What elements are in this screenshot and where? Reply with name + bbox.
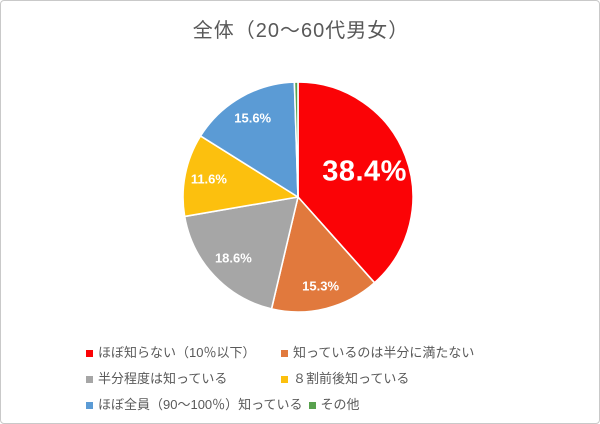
legend-item-almost-all: ほぼ全員（90〜100％）知っている xyxy=(86,397,303,413)
pie-slice-0 xyxy=(297,81,414,284)
green-swatch-icon xyxy=(308,401,316,409)
pie-slice-5 xyxy=(293,81,299,198)
legend-row-1: ほぼ知らない（10％以下） 知っているのは半分に満たない xyxy=(86,345,474,361)
pie-slice-1 xyxy=(270,196,376,313)
legend-item-about-eighty: ８割前後知っている xyxy=(281,371,409,387)
pie-chart: 38.4% 15.3% 18.6% 11.6% 15.6% xyxy=(182,81,414,313)
legend-item-almost-unknown: ほぼ知らない（10％以下） xyxy=(86,345,281,361)
legend-row-2: 半分程度は知っている ８割前後知っている xyxy=(86,371,409,387)
chart-title: 全体（20〜60代男女） xyxy=(192,20,410,42)
yellow-swatch-icon xyxy=(281,375,288,383)
pie-slice-3 xyxy=(182,135,299,218)
legend-item-other: その他 xyxy=(308,397,360,413)
pie-slice-2 xyxy=(183,196,299,310)
gray-swatch-icon xyxy=(86,375,93,383)
legend-label: その他 xyxy=(320,397,360,412)
blue-swatch-icon xyxy=(86,401,93,409)
legend-label: ほぼ全員（90〜100％）知っている xyxy=(98,397,303,412)
legend-item-about-half: 半分程度は知っている xyxy=(86,371,281,387)
pie-slice-4 xyxy=(199,81,299,198)
orange-swatch-icon xyxy=(281,349,288,357)
legend-item-less-than-half: 知っているのは半分に満たない xyxy=(281,345,474,361)
red-swatch-icon xyxy=(86,349,93,357)
legend-row-3: ほぼ全員（90〜100％）知っている その他 xyxy=(86,397,360,413)
legend-label: ８割前後知っている xyxy=(293,371,410,386)
legend-label: ほぼ知らない（10％以下） xyxy=(98,345,256,360)
legend-label: 知っているのは半分に満たない xyxy=(293,345,475,360)
legend-label: 半分程度は知っている xyxy=(98,371,228,386)
pie-svg xyxy=(182,81,414,313)
